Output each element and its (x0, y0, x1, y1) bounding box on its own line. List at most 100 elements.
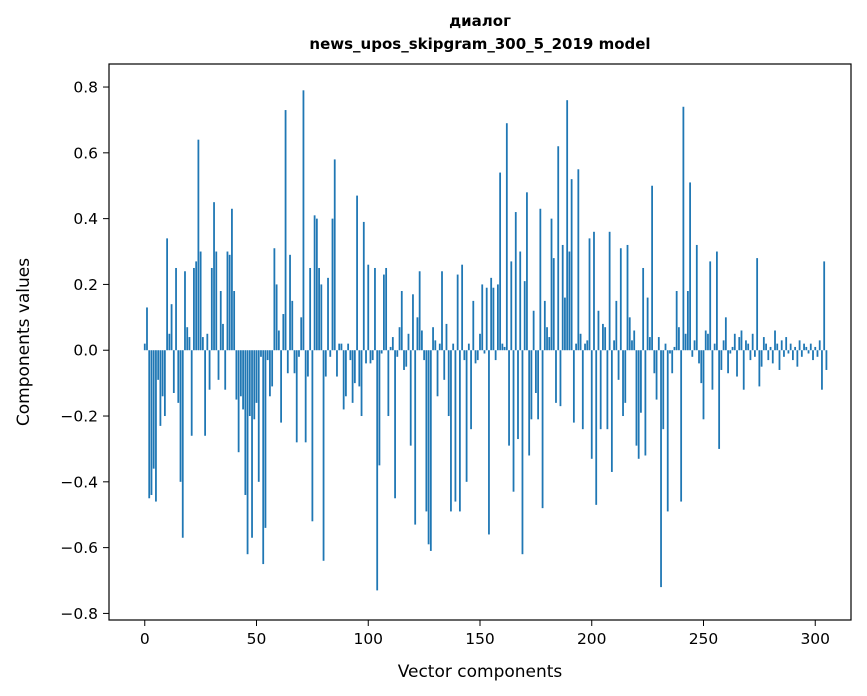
bar (438, 343, 441, 351)
bar (421, 330, 423, 351)
x-tick-label: 150 (465, 630, 495, 648)
bar (559, 350, 562, 407)
bar (266, 350, 269, 361)
bar (210, 267, 213, 351)
bar (785, 337, 788, 351)
bar (338, 343, 341, 351)
bar (606, 350, 609, 430)
bar (347, 343, 350, 351)
bar (680, 350, 683, 502)
bar (579, 333, 582, 351)
bar (152, 350, 155, 469)
bar (434, 340, 437, 351)
bar (628, 317, 631, 351)
bar (470, 350, 472, 430)
bar (432, 327, 434, 351)
bar (260, 350, 262, 357)
bar (698, 350, 700, 364)
bar (633, 330, 636, 351)
bar (376, 350, 379, 591)
bar (581, 350, 584, 430)
bar (622, 350, 624, 417)
bar (208, 350, 211, 390)
bar (313, 215, 316, 351)
bar (644, 350, 647, 456)
bar (727, 350, 729, 374)
bar (349, 350, 352, 361)
y-tick-label: −0.8 (60, 605, 98, 623)
bar (157, 350, 160, 380)
bar (150, 350, 153, 495)
bar (818, 340, 821, 351)
bar (394, 350, 396, 499)
bar (671, 350, 674, 374)
bar (483, 350, 486, 354)
bar (742, 350, 745, 390)
bar (255, 350, 258, 403)
bar (307, 350, 309, 377)
bar (476, 350, 479, 361)
bar (695, 244, 698, 351)
bar (356, 195, 358, 351)
bar (588, 238, 591, 351)
bar (642, 267, 645, 351)
bar (398, 327, 401, 351)
bar (669, 350, 671, 354)
bar (309, 267, 312, 351)
bar (148, 350, 151, 499)
bar (789, 343, 792, 351)
bar (403, 350, 405, 370)
bar (155, 350, 157, 502)
plot-frame (108, 63, 852, 621)
bar (664, 343, 667, 351)
bar (517, 350, 519, 440)
bar (443, 350, 446, 380)
bar (751, 333, 754, 351)
bar (722, 340, 725, 351)
bar (684, 333, 687, 351)
bar (257, 350, 260, 482)
bar (168, 333, 171, 351)
bar (617, 350, 620, 380)
bar (572, 350, 575, 423)
bar (678, 327, 680, 351)
bar (367, 264, 370, 351)
bar (619, 248, 622, 351)
x-tick-label: 300 (800, 630, 830, 648)
bar (429, 350, 432, 551)
bar (166, 238, 168, 351)
bar (774, 330, 776, 351)
bar (776, 343, 779, 351)
bar (293, 350, 296, 374)
bar (414, 350, 417, 525)
bar (729, 350, 732, 354)
bar (345, 350, 347, 397)
bar (239, 350, 242, 397)
bar (271, 350, 274, 387)
bar (807, 350, 810, 354)
bar (783, 350, 785, 357)
bar (693, 340, 696, 351)
bar (733, 333, 736, 351)
bar (762, 337, 765, 351)
bar (463, 350, 466, 361)
bar (541, 350, 544, 509)
bar (631, 340, 633, 351)
x-tick-label: 100 (353, 630, 383, 648)
bar (510, 261, 513, 351)
bar (597, 310, 600, 351)
x-tick-label: 0 (140, 630, 150, 648)
bar (599, 350, 602, 430)
bar (387, 350, 390, 417)
bar (291, 300, 294, 351)
bar (362, 221, 365, 351)
bar (711, 350, 714, 390)
bar (796, 350, 799, 367)
bar (814, 346, 817, 351)
bar (512, 350, 515, 492)
bar (800, 350, 803, 357)
bar (555, 350, 557, 403)
bar (787, 350, 790, 354)
bar (557, 146, 560, 351)
